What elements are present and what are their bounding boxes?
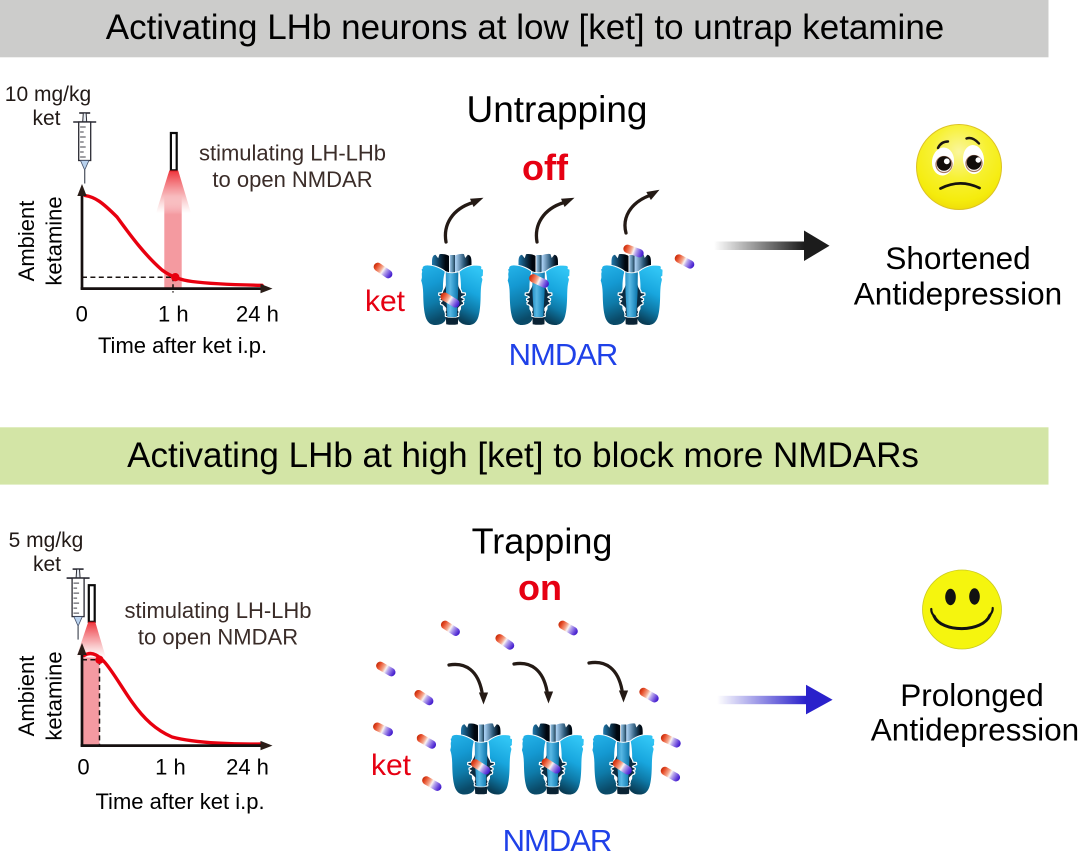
svg-text:ketamine: ketamine (42, 651, 67, 740)
svg-text:Ambient: Ambient (14, 656, 39, 737)
svg-text:1 h: 1 h (155, 755, 186, 780)
svg-text:Time after ket i.p.: Time after ket i.p. (98, 333, 267, 358)
svg-text:on: on (518, 567, 562, 608)
svg-text:0: 0 (77, 755, 89, 780)
svg-text:Untrapping: Untrapping (466, 89, 647, 130)
svg-text:ket: ket (32, 107, 60, 130)
svg-text:10 mg/kg: 10 mg/kg (5, 83, 91, 106)
svg-text:Shortened: Shortened (885, 240, 1030, 276)
svg-text:ket: ket (371, 749, 412, 782)
svg-text:24 h: 24 h (226, 755, 269, 780)
svg-text:Activating LHb at high [ket] t: Activating LHb at high [ket] to block mo… (127, 436, 919, 475)
svg-text:Prolonged: Prolonged (900, 677, 1044, 713)
svg-text:5 mg/kg: 5 mg/kg (9, 529, 84, 552)
svg-text:0: 0 (76, 301, 88, 326)
svg-text:NMDAR: NMDAR (509, 337, 618, 372)
svg-text:off: off (522, 147, 569, 188)
svg-text:ket: ket (365, 285, 406, 318)
svg-text:Activating LHb neurons at low: Activating LHb neurons at low [ket] to u… (106, 8, 945, 47)
svg-text:to open NMDAR: to open NMDAR (212, 167, 372, 192)
svg-text:ketamine: ketamine (42, 196, 67, 285)
svg-text:Antidepression: Antidepression (854, 276, 1062, 312)
svg-text:Time after ket i.p.: Time after ket i.p. (95, 789, 264, 814)
svg-text:NMDAR: NMDAR (503, 823, 612, 858)
svg-text:1 h: 1 h (158, 301, 189, 326)
svg-text:Antidepression: Antidepression (871, 712, 1079, 748)
svg-text:to open NMDAR: to open NMDAR (138, 625, 298, 650)
svg-text:24 h: 24 h (236, 301, 279, 326)
svg-text:ket: ket (33, 553, 61, 576)
svg-text:Trapping: Trapping (472, 521, 613, 562)
svg-text:Ambient: Ambient (14, 201, 39, 282)
svg-text:stimulating LH-LHb: stimulating LH-LHb (124, 598, 311, 623)
svg-text:stimulating LH-LHb: stimulating LH-LHb (199, 141, 386, 166)
